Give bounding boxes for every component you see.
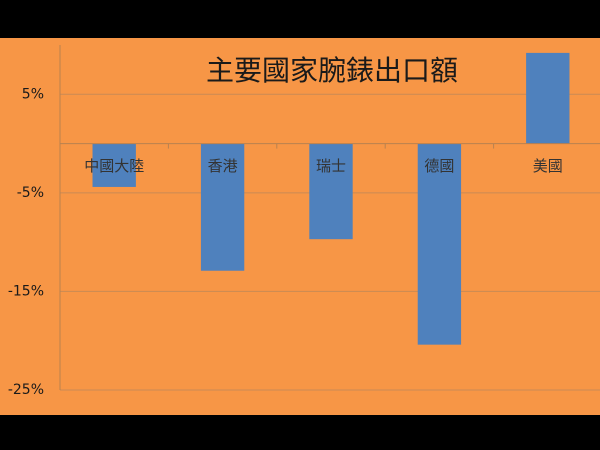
- x-tick-label: 美國: [533, 157, 563, 175]
- y-tick-label: 5%: [22, 86, 44, 102]
- x-tick-label: 中國大陸: [84, 157, 144, 175]
- bar: [417, 143, 462, 345]
- slide-background: [0, 38, 600, 415]
- bar: [92, 143, 136, 187]
- bar: [200, 143, 245, 271]
- x-tick-label: 香港: [208, 157, 238, 175]
- y-tick-label: -5%: [17, 185, 44, 201]
- bar: [526, 52, 570, 144]
- x-tick-label: 德國: [424, 157, 454, 175]
- y-tick-label: -15%: [8, 283, 44, 299]
- chart-title: 主要國家腕錶出口額: [206, 54, 458, 87]
- x-tick-label: 瑞士: [316, 157, 346, 175]
- bar: [309, 143, 353, 240]
- y-tick-label: -25%: [8, 382, 44, 398]
